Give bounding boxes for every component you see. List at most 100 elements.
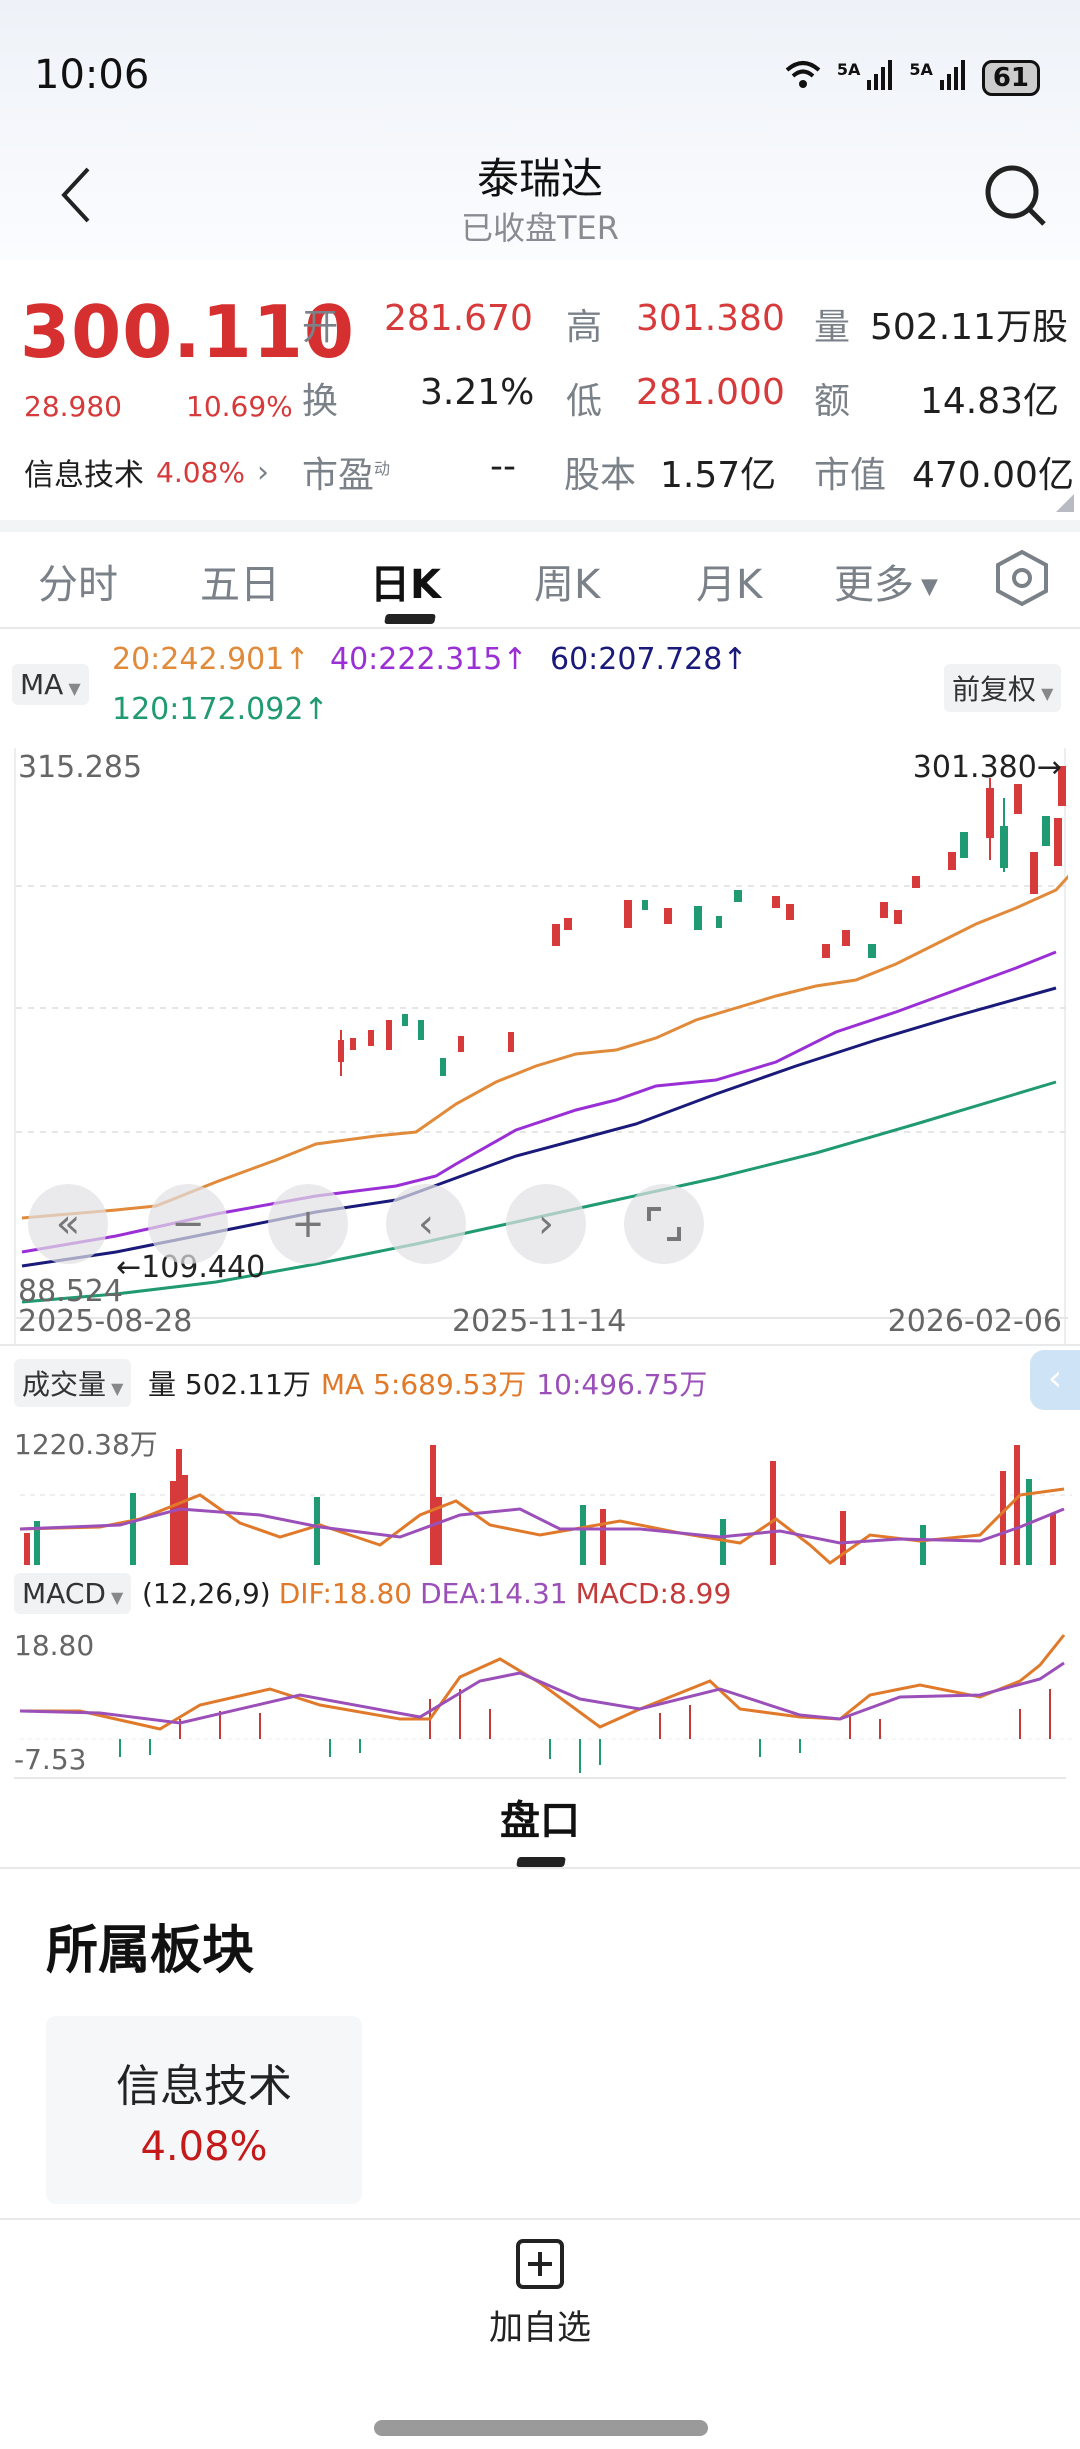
ma20-value: 20:242.901↑: [112, 642, 310, 677]
search-icon: [985, 165, 1046, 226]
volume-selector[interactable]: 成交量 ▼: [14, 1359, 132, 1407]
chevron-left-icon: ‹: [418, 1201, 434, 1247]
fullscreen-icon: [647, 1207, 681, 1241]
amount-value: 14.83亿: [920, 381, 1060, 422]
hexagon-settings-icon: [996, 549, 1048, 607]
volume-current: 量 502.11万: [148, 1368, 311, 1401]
chevron-left-icon: ‹: [1047, 1358, 1063, 1399]
macd-dif: DIF:18.80: [278, 1577, 413, 1610]
y-min-label: 88.524: [18, 1274, 123, 1309]
mktcap-label: 市值: [814, 455, 887, 496]
volume-chart[interactable]: 成交量 ▼ 量 502.11万 MA 5:689.53万 10:496.75万 …: [14, 1345, 1072, 1565]
x-tick-mid: 2025-11-14: [452, 1304, 627, 1339]
low-value: 281.000: [636, 372, 785, 413]
back-button[interactable]: [56, 165, 96, 225]
macd-plot: [20, 1634, 1072, 1773]
add-square-icon: [516, 2239, 564, 2289]
sector-card-pct: 4.08%: [140, 2124, 268, 2170]
volume-ma10: 10:496.75万: [536, 1368, 708, 1401]
sector-pct: 4.08%: [156, 455, 245, 489]
volume-max-label: 1220.38万: [14, 1428, 158, 1461]
price-change-pct: 10.69%: [186, 390, 293, 423]
tab-pankou[interactable]: 盘口: [500, 1798, 580, 1844]
double-chevron-left-icon: «: [55, 1201, 81, 1247]
pankou-tab-indicator: [516, 1857, 566, 1867]
wifi-icon: [783, 58, 823, 97]
kline-chart[interactable]: 315.285 301.380→ 88.524 ←109.440 2025-08…: [14, 748, 1068, 1344]
active-tab-indicator: [384, 614, 436, 624]
section-separator: [0, 520, 1080, 532]
turnover-value: 3.21%: [420, 372, 535, 413]
macd-legend: (12,26,9) DIF:18.80 DEA:14.31 MACD:8.99: [142, 1577, 731, 1610]
tab-weekly-k[interactable]: 周K: [534, 562, 601, 608]
macd-chart[interactable]: MACD ▼ (12,26,9) DIF:18.80 DEA:14.31 MAC…: [14, 1567, 1072, 1779]
sector-card-name: 信息技术: [116, 2061, 292, 2112]
fullscreen-button[interactable]: [624, 1184, 704, 1264]
add-watchlist-label: 加自选: [489, 2308, 591, 2348]
battery-icon: 61: [981, 59, 1040, 96]
home-indicator[interactable]: [374, 2420, 708, 2436]
dropdown-arrow-icon: ▼: [914, 574, 938, 600]
status-icons: 5A 5A 61: [783, 58, 1040, 97]
low-label: 低: [566, 381, 603, 422]
tabs-divider: [0, 627, 1080, 629]
volume-legend: 量 502.11万 MA 5:689.53万 10:496.75万: [148, 1363, 707, 1403]
tab-five-day[interactable]: 五日: [200, 562, 280, 608]
prev-button[interactable]: ‹: [386, 1184, 466, 1264]
tab-daily-k[interactable]: 日K: [370, 562, 441, 608]
chevron-right-icon: ›: [256, 454, 269, 490]
zoom-out-button[interactable]: −: [148, 1184, 228, 1264]
tab-monthly-k[interactable]: 月K: [696, 562, 763, 608]
tab-intraday[interactable]: 分时: [38, 562, 118, 608]
macd-min-label: -7.53: [14, 1743, 87, 1776]
header-background: [0, 0, 1080, 260]
y-max-label: 315.285: [18, 750, 143, 785]
price-change: 28.980: [24, 390, 122, 423]
high-marker: 301.380→: [912, 750, 1062, 785]
volume-value: 502.11万股: [870, 307, 1068, 348]
pankou-divider: [0, 1867, 1080, 1869]
add-watchlist-button[interactable]: 加自选: [484, 2238, 596, 2349]
chevron-right-icon: ›: [538, 1201, 554, 1247]
macd-params: (12,26,9): [142, 1577, 271, 1610]
status-time: 10:06: [34, 52, 150, 98]
plus-icon: +: [291, 1201, 325, 1247]
sector-card[interactable]: 信息技术 4.08%: [46, 2016, 362, 2204]
volume-label: 量: [814, 307, 851, 348]
volume-ma5: MA 5:689.53万: [320, 1368, 527, 1401]
macd-dea: DEA:14.31: [420, 1577, 568, 1610]
stock-name: 泰瑞达: [476, 154, 603, 203]
expand-corner-icon[interactable]: [1056, 494, 1074, 512]
sector-section-title: 所属板块: [46, 1921, 255, 1981]
indicator-selector[interactable]: MA ▼: [12, 664, 89, 705]
side-panel-toggle[interactable]: ‹: [1030, 1350, 1080, 1410]
period-tabs: 分时 五日 日K 周K 月K 更多 ▼: [0, 532, 1080, 627]
shares-label: 股本: [564, 455, 637, 496]
shares-value: 1.57亿: [660, 455, 777, 496]
zoom-in-button[interactable]: +: [268, 1184, 348, 1264]
search-button[interactable]: [980, 160, 1050, 230]
next-button[interactable]: ›: [506, 1184, 586, 1264]
open-value: 281.670: [384, 298, 533, 339]
ma40-value: 40:222.315↑: [330, 642, 528, 677]
high-value: 301.380: [636, 298, 785, 339]
quote-panel: [0, 260, 1080, 520]
ma60-value: 60:207.728↑: [550, 642, 748, 677]
chart-settings-button[interactable]: [994, 548, 1050, 612]
bottom-action-bar: 加自选: [0, 2218, 1080, 2449]
signal-icon-sim2: 5A: [909, 60, 967, 95]
chart-divider: [0, 1344, 1080, 1346]
high-label: 高: [566, 307, 603, 348]
volume-plot: [20, 1445, 1072, 1565]
macd-value: MACD:8.99: [575, 1577, 732, 1610]
adjust-selector[interactable]: 前复权 ▼: [944, 664, 1062, 712]
sector-link[interactable]: 信息技术 4.08% ›: [24, 450, 269, 494]
x-tick-end: 2026-02-06: [887, 1304, 1062, 1339]
last-price: 300.110: [20, 290, 355, 374]
tab-more[interactable]: 更多 ▼: [834, 562, 938, 608]
rewind-button[interactable]: «: [28, 1184, 108, 1264]
chevron-left-icon: [61, 167, 90, 223]
macd-selector[interactable]: MACD ▼: [14, 1573, 132, 1614]
pe-label: 市盈动: [302, 455, 391, 496]
